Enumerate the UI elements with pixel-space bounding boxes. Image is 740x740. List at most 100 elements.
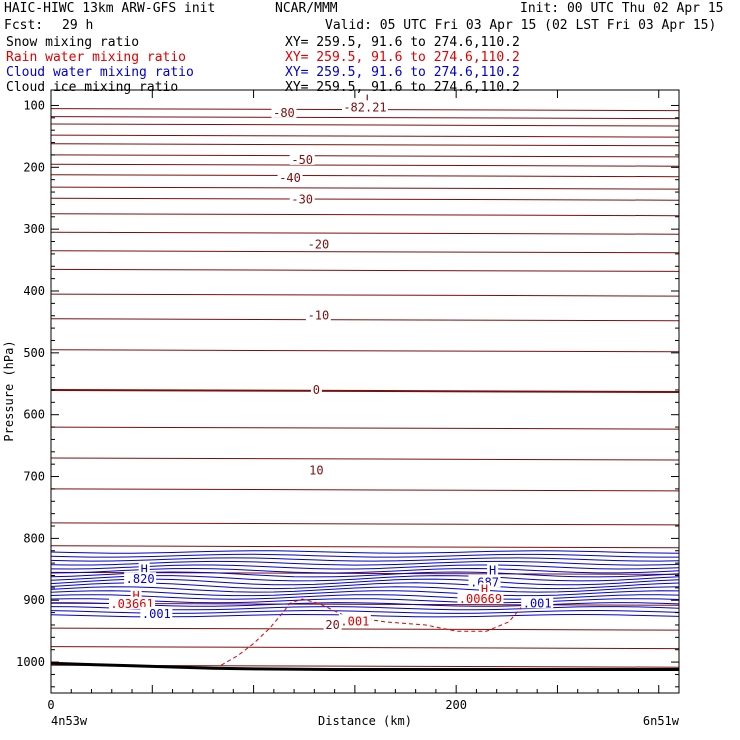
isotherm-line xyxy=(50,197,680,201)
field-xy-cloud: XY= 259.5, 91.6 to 274.6,110.2 xyxy=(285,65,520,80)
center-label: NCAR/MMM xyxy=(275,1,338,16)
field-name-rain: Rain water mixing ratio xyxy=(6,50,187,65)
isotherm-label-bg xyxy=(289,192,315,205)
y-tick-label: 900 xyxy=(23,593,45,607)
isotherm-line xyxy=(50,488,680,492)
isotherm-line xyxy=(50,163,680,167)
extremum-label-bg xyxy=(342,100,388,113)
isotherm-label-bg xyxy=(305,308,331,321)
isotherm-label-bg xyxy=(323,617,342,630)
field-name-cloud: Cloud water mixing ratio xyxy=(6,65,194,80)
isotherm-line xyxy=(50,231,680,235)
field-xy-ice: XY= 259.5, 91.6 to 274.6,110.2 xyxy=(285,80,520,95)
extremum-label-bg xyxy=(124,572,157,585)
isotherm-label: -80 xyxy=(273,106,295,120)
x-end-location: 6n51w xyxy=(643,714,680,728)
isotherm-line xyxy=(50,318,680,322)
x-tick-label: 200 xyxy=(445,698,467,712)
terrain-line xyxy=(50,661,679,671)
isotherm-label-bg xyxy=(271,105,297,118)
isotherm-line xyxy=(50,213,680,217)
forecast-label: Fcst: xyxy=(4,18,44,33)
x-tick-label: 0 xyxy=(47,698,54,712)
isotherm-label: -10 xyxy=(308,309,330,323)
isotherm-line xyxy=(50,545,680,549)
extremum-label-bg xyxy=(479,582,491,595)
field-xy-rain: XY= 259.5, 91.6 to 274.6,110.2 xyxy=(285,50,520,65)
extremum-label-bg xyxy=(338,614,371,627)
field-name-ice: Cloud ice mixing ratio xyxy=(6,80,179,95)
y-tick-label: 500 xyxy=(23,346,45,360)
plot-frame xyxy=(50,89,680,694)
isotherm-label: 0 xyxy=(313,383,320,397)
model-title: HAIC-HIWC 13km ARW-GFS init xyxy=(4,1,216,16)
isotherm-line xyxy=(50,646,680,650)
extremum-label: L xyxy=(365,92,372,106)
extremum-label: .00669 xyxy=(459,592,502,606)
extremum-label: H xyxy=(132,589,139,603)
isotherm-label-bg xyxy=(305,237,331,250)
isotherm-line xyxy=(50,143,680,147)
extremum-label: H xyxy=(481,583,488,597)
isotherm-line xyxy=(50,457,680,461)
isotherm-line xyxy=(50,186,680,190)
cloud-water-contour xyxy=(51,602,680,607)
isotherm-label-bg xyxy=(277,170,303,183)
isotherm-line xyxy=(50,627,680,631)
extremum-label-bg xyxy=(468,575,501,588)
isotherm-line xyxy=(50,154,680,158)
cloud-water-contour xyxy=(50,560,680,566)
isotherm-label-bg xyxy=(289,152,315,165)
x-start-location: 4n53w xyxy=(51,714,88,728)
cloud-water-contour xyxy=(50,550,680,554)
isotherm-line xyxy=(50,268,680,272)
extremum-label: .687 xyxy=(470,575,499,589)
extremum-label-bg xyxy=(363,92,375,105)
isotherm-label-bg xyxy=(310,382,322,395)
isotherm-label: -40 xyxy=(279,171,301,185)
x-axis-label: Distance (km) xyxy=(318,714,412,728)
y-tick-label: 100 xyxy=(23,98,45,112)
isotherm-line xyxy=(50,349,680,353)
extremum-label-bg xyxy=(109,596,156,609)
isotherm-layer xyxy=(50,108,680,668)
isotherm-line xyxy=(50,522,680,526)
y-tick-label: 1000 xyxy=(16,655,45,669)
isotherm-label: -50 xyxy=(291,153,313,167)
rain-water-contour xyxy=(220,596,530,666)
extremum-label: .820 xyxy=(126,572,155,586)
cloud-water-contour xyxy=(50,567,680,574)
extremum-label: .001 xyxy=(523,596,552,610)
isotherm-line xyxy=(50,250,680,254)
cloud-water-contour xyxy=(50,590,680,597)
extremum-label-bg xyxy=(521,596,554,609)
cloud-water-contour xyxy=(50,598,680,604)
cloud-water-contour xyxy=(50,557,680,562)
extremum-label: .001 xyxy=(142,607,171,621)
extremum-label: H xyxy=(141,562,148,576)
y-tick-label: 600 xyxy=(23,408,45,422)
y-tick-label: 800 xyxy=(23,531,45,545)
contour-label-layer: -80-50-40-30-20-1001020L-82.21H.820H.036… xyxy=(109,92,554,632)
extremum-label: .001 xyxy=(340,614,369,628)
y-tick-label: 400 xyxy=(23,284,45,298)
isotherm-line xyxy=(50,389,680,393)
extremum-label: -82.21 xyxy=(343,100,386,114)
cloud-water-contour xyxy=(50,553,679,558)
isotherm-line xyxy=(50,602,680,606)
init-time: Init: 00 UTC Thu 02 Apr 15 xyxy=(520,1,724,16)
cloud-water-contour xyxy=(50,586,680,593)
field-name-snow: Snow mixing ratio xyxy=(6,35,140,50)
forecast-hour: 29 h xyxy=(62,18,94,33)
y-tick-label: 200 xyxy=(23,160,45,174)
isotherm-line xyxy=(50,293,680,297)
extremum-label-bg xyxy=(130,588,142,601)
isotherm-line xyxy=(50,174,680,178)
isotherm-label: 20 xyxy=(325,618,339,632)
extremum-label-bg xyxy=(487,563,499,576)
cloud-water-contour xyxy=(50,564,680,570)
extremum-label-bg xyxy=(138,562,150,575)
cloud-water-contour xyxy=(50,594,680,600)
